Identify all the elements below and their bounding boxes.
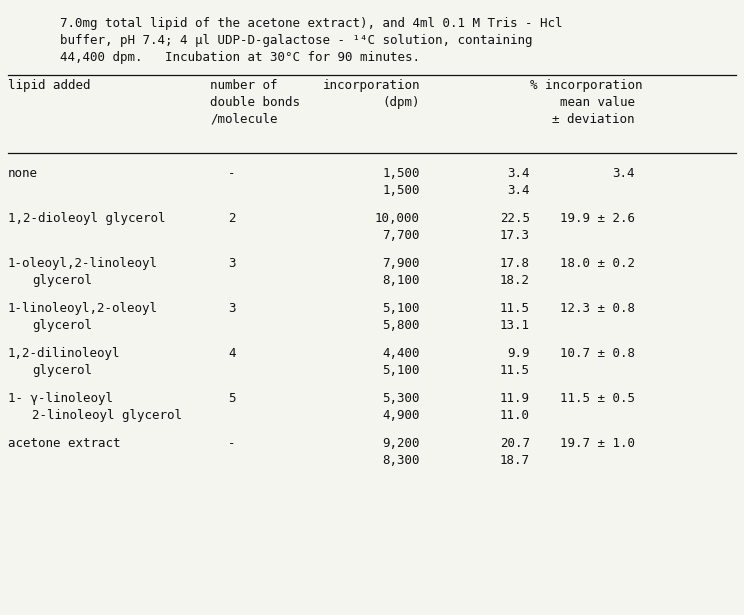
- Text: 1,2-dilinoleoyl: 1,2-dilinoleoyl: [8, 347, 121, 360]
- Text: none: none: [8, 167, 38, 180]
- Text: 1,2-dioleoyl glycerol: 1,2-dioleoyl glycerol: [8, 212, 165, 225]
- Text: glycerol: glycerol: [32, 319, 92, 332]
- Text: 4,400: 4,400: [382, 347, 420, 360]
- Text: 13.1: 13.1: [500, 319, 530, 332]
- Text: 1-linoleoyl,2-oleoyl: 1-linoleoyl,2-oleoyl: [8, 302, 158, 315]
- Text: number of: number of: [210, 79, 278, 92]
- Text: 22.5: 22.5: [500, 212, 530, 225]
- Text: 3.4: 3.4: [612, 167, 635, 180]
- Text: 7,900: 7,900: [382, 257, 420, 270]
- Text: 19.9 ± 2.6: 19.9 ± 2.6: [560, 212, 635, 225]
- Text: 11.5: 11.5: [500, 364, 530, 377]
- Text: 7.0mg total lipid of the acetone extract), and 4ml 0.1 M Tris - Hcl: 7.0mg total lipid of the acetone extract…: [60, 17, 562, 30]
- Text: 5: 5: [228, 392, 236, 405]
- Text: buffer, pH 7.4; 4 μl UDP-D-galactose - ¹⁴C solution, containing: buffer, pH 7.4; 4 μl UDP-D-galactose - ¹…: [60, 34, 533, 47]
- Text: 3: 3: [228, 257, 236, 270]
- Text: 5,100: 5,100: [382, 302, 420, 315]
- Text: 9,200: 9,200: [382, 437, 420, 450]
- Text: 10,000: 10,000: [375, 212, 420, 225]
- Text: 10.7 ± 0.8: 10.7 ± 0.8: [560, 347, 635, 360]
- Text: glycerol: glycerol: [32, 274, 92, 287]
- Text: 1,500: 1,500: [382, 167, 420, 180]
- Text: glycerol: glycerol: [32, 364, 92, 377]
- Text: 12.3 ± 0.8: 12.3 ± 0.8: [560, 302, 635, 315]
- Text: 3.4: 3.4: [507, 167, 530, 180]
- Text: 11.0: 11.0: [500, 409, 530, 422]
- Text: 17.3: 17.3: [500, 229, 530, 242]
- Text: /molecule: /molecule: [210, 113, 278, 126]
- Text: acetone extract: acetone extract: [8, 437, 121, 450]
- Text: 3: 3: [228, 302, 236, 315]
- Text: 19.7 ± 1.0: 19.7 ± 1.0: [560, 437, 635, 450]
- Text: 8,300: 8,300: [382, 454, 420, 467]
- Text: 9.9: 9.9: [507, 347, 530, 360]
- Text: 11.9: 11.9: [500, 392, 530, 405]
- Text: ± deviation: ± deviation: [553, 113, 635, 126]
- Text: 4,900: 4,900: [382, 409, 420, 422]
- Text: 2: 2: [228, 212, 236, 225]
- Text: 11.5 ± 0.5: 11.5 ± 0.5: [560, 392, 635, 405]
- Text: 1- γ-linoleoyl: 1- γ-linoleoyl: [8, 392, 113, 405]
- Text: 5,300: 5,300: [382, 392, 420, 405]
- Text: (dpm): (dpm): [382, 96, 420, 109]
- Text: 5,100: 5,100: [382, 364, 420, 377]
- Text: 7,700: 7,700: [382, 229, 420, 242]
- Text: 18.7: 18.7: [500, 454, 530, 467]
- Text: 11.5: 11.5: [500, 302, 530, 315]
- Text: 5,800: 5,800: [382, 319, 420, 332]
- Text: incorporation: incorporation: [322, 79, 420, 92]
- Text: 44,400 dpm.   Incubation at 30°C for 90 minutes.: 44,400 dpm. Incubation at 30°C for 90 mi…: [60, 51, 420, 64]
- Text: mean value: mean value: [560, 96, 635, 109]
- Text: -: -: [228, 437, 236, 450]
- Text: % incorporation: % incorporation: [530, 79, 643, 92]
- Text: -: -: [228, 167, 236, 180]
- Text: 4: 4: [228, 347, 236, 360]
- Text: 3.4: 3.4: [507, 184, 530, 197]
- Text: 8,100: 8,100: [382, 274, 420, 287]
- Text: 18.0 ± 0.2: 18.0 ± 0.2: [560, 257, 635, 270]
- Text: 17.8: 17.8: [500, 257, 530, 270]
- Text: 1,500: 1,500: [382, 184, 420, 197]
- Text: 2-linoleoyl glycerol: 2-linoleoyl glycerol: [32, 409, 182, 422]
- Text: double bonds: double bonds: [210, 96, 300, 109]
- Text: 20.7: 20.7: [500, 437, 530, 450]
- Text: 1-oleoyl,2-linoleoyl: 1-oleoyl,2-linoleoyl: [8, 257, 158, 270]
- Text: lipid added: lipid added: [8, 79, 91, 92]
- Text: 18.2: 18.2: [500, 274, 530, 287]
